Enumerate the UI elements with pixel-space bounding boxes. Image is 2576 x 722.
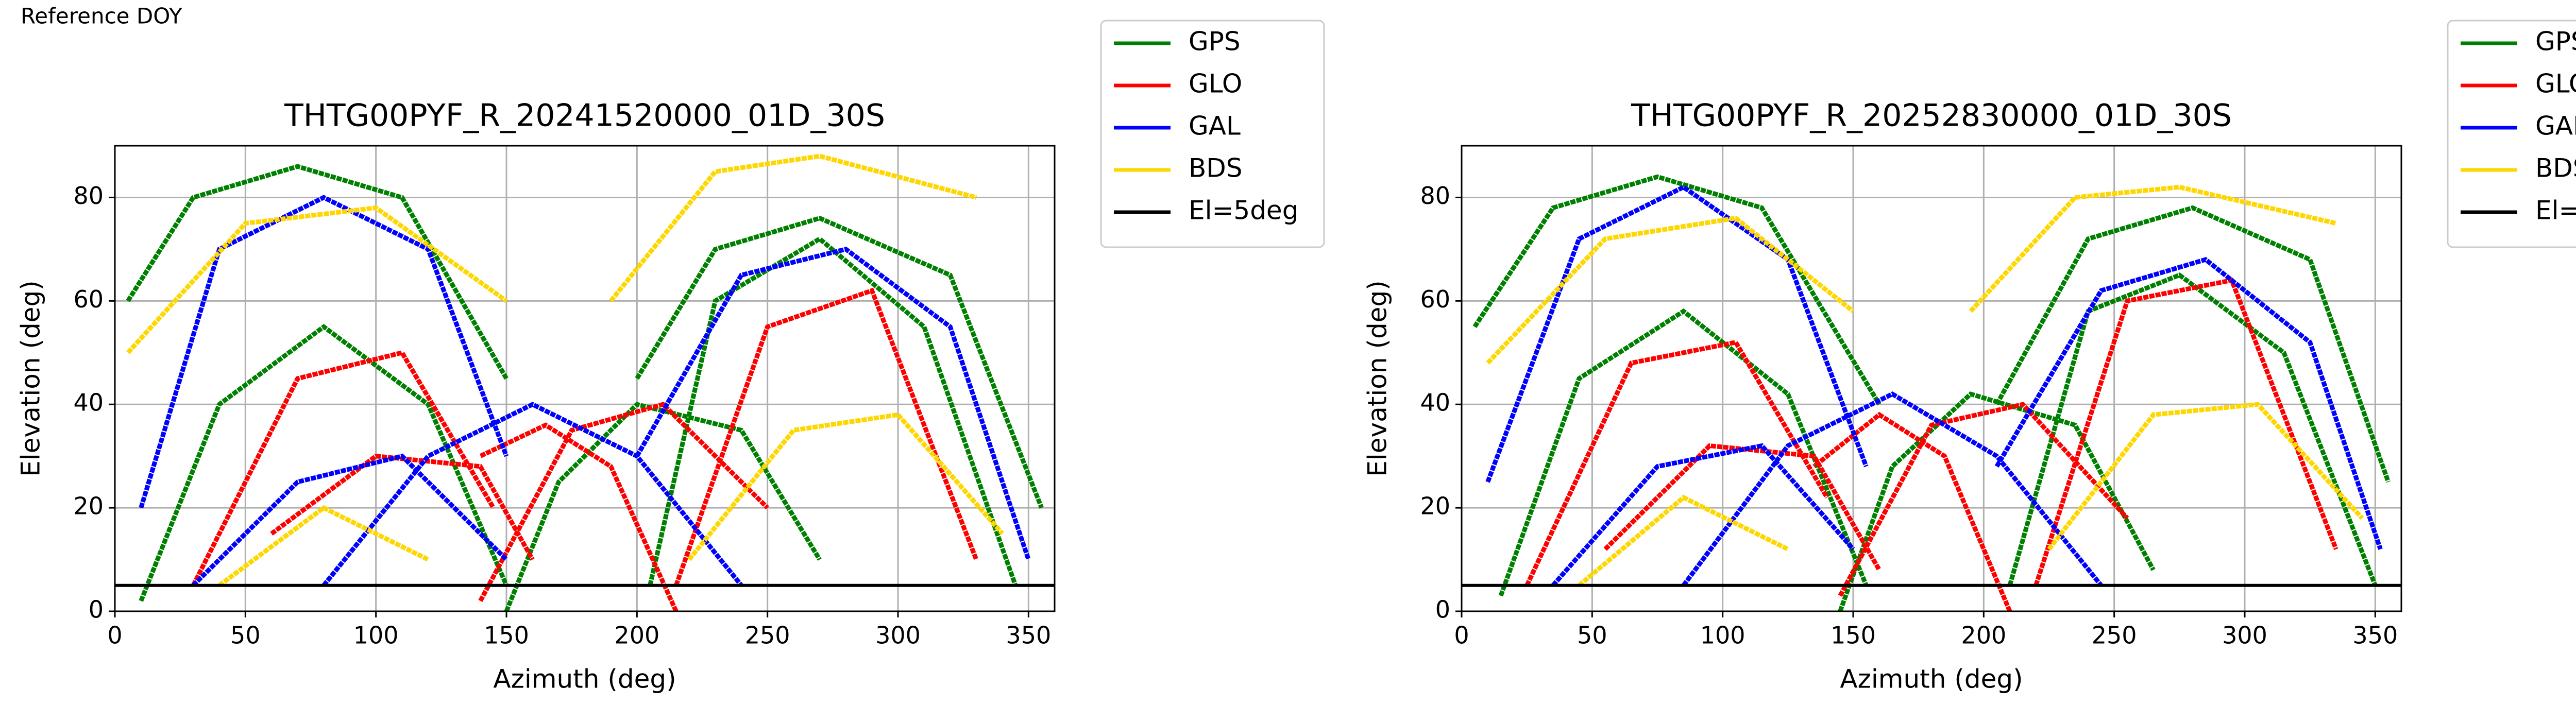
- x-tick-label: 50: [1577, 622, 1607, 649]
- x-tick-label: 0: [107, 622, 122, 649]
- y-tick-label: 80: [1420, 182, 1450, 210]
- x-tick-label: 300: [2222, 622, 2267, 649]
- legend-label: El=5deg: [2535, 196, 2576, 226]
- chart: 0 50 100 150 200 250 300 350 0 20 40 60 80 THTG00PYF_…: [16, 21, 1325, 694]
- axes-frame: [1462, 146, 2401, 611]
- y-tick-label: 60: [73, 285, 104, 313]
- header-label: Reference DOY: [21, 4, 182, 29]
- satellite-track: [650, 239, 1015, 586]
- satellite-track: [676, 290, 976, 586]
- y-tick-label: 20: [73, 492, 104, 520]
- satellite-track: [219, 508, 428, 586]
- satellite-track: [637, 218, 1041, 508]
- y-tick-label: 80: [73, 182, 104, 210]
- x-tick-label: 250: [2092, 622, 2137, 649]
- y-axis-label: Elevation (deg): [16, 280, 46, 476]
- legend-label: GAL: [2535, 111, 2576, 141]
- legend-label: GAL: [1189, 111, 1241, 141]
- legend-label: BDS: [1189, 153, 1243, 183]
- chart-title: THTG00PYF_R_20241520000_01D_30S: [284, 98, 885, 134]
- satellite-track: [1488, 187, 1867, 482]
- x-tick-label: 100: [353, 622, 399, 649]
- chart-title: THTG00PYF_R_20252830000_01D_30S: [1631, 98, 2232, 134]
- x-tick-label: 150: [484, 622, 529, 649]
- x-tick-label: 0: [1454, 622, 1469, 649]
- legend-label: BDS: [2535, 153, 2576, 183]
- x-tick-label: 50: [230, 622, 261, 649]
- chart: 0 50 100 150 200 250 300 350 0 20 40 60 80 THTG00PYF_…: [1363, 21, 2576, 694]
- legend-label: GPS: [2535, 27, 2576, 57]
- x-tick-label: 350: [2352, 622, 2398, 649]
- legend-label: GLO: [2535, 69, 2576, 99]
- x-tick-label: 300: [875, 622, 921, 649]
- satellite-track: [611, 156, 976, 301]
- legend-label: GLO: [1189, 69, 1242, 99]
- satellite-track: [689, 415, 1003, 559]
- x-tick-label: 350: [1006, 622, 1051, 649]
- x-tick-label: 200: [614, 622, 659, 649]
- y-tick-label: 0: [1435, 596, 1450, 624]
- x-tick-label: 250: [745, 622, 790, 649]
- legend-label: El=5deg: [1189, 196, 1298, 226]
- plot-area: [115, 156, 1055, 611]
- y-tick-label: 40: [1420, 389, 1450, 417]
- y-tick-label: 0: [89, 596, 104, 624]
- x-axis-label: Azimuth (deg): [1840, 664, 2023, 694]
- satellite-track: [2010, 275, 2375, 586]
- satellite-track: [1475, 177, 1879, 404]
- legend-label: GPS: [1189, 27, 1241, 57]
- y-tick-label: 40: [73, 389, 104, 417]
- satellite-track: [2049, 404, 2362, 549]
- y-tick-label: 20: [1420, 492, 1450, 520]
- x-axis-label: Azimuth (deg): [493, 664, 676, 694]
- plot-area: [1462, 177, 2401, 611]
- y-tick-label: 60: [1420, 285, 1450, 313]
- x-tick-label: 200: [1961, 622, 2006, 649]
- x-tick-label: 150: [1831, 622, 1876, 649]
- y-axis-label: Elevation (deg): [1363, 280, 1393, 476]
- x-tick-label: 100: [1700, 622, 1745, 649]
